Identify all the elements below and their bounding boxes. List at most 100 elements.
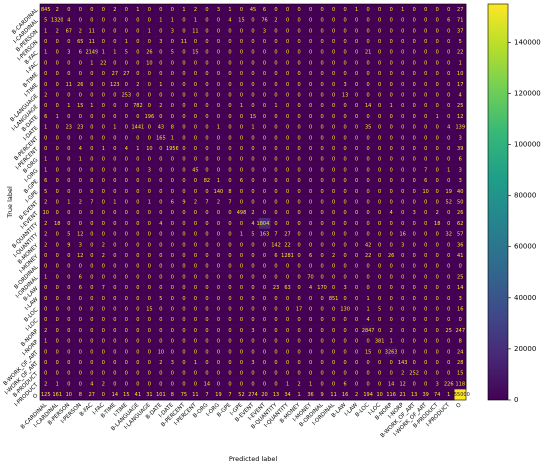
- cell-label: 0: [424, 18, 427, 24]
- cell-label: 0: [424, 92, 427, 98]
- cell-label: 6: [424, 178, 427, 184]
- cell: [431, 196, 444, 208]
- cell-label: 0: [56, 296, 59, 302]
- cell: [270, 389, 283, 401]
- cell: [109, 367, 121, 379]
- cell: [155, 175, 167, 187]
- cell: [224, 207, 237, 219]
- cell-label: 0: [194, 232, 197, 238]
- cell-label: 0: [378, 178, 381, 184]
- cell: [155, 218, 167, 230]
- cell: [396, 378, 409, 390]
- cell-label: 0: [274, 167, 277, 173]
- cell-label: 0: [274, 296, 277, 302]
- cell-label: 0: [413, 264, 416, 270]
- cell-label: 0: [355, 135, 358, 141]
- cell: [155, 335, 167, 347]
- cell: [396, 271, 409, 283]
- cell-label: 0: [424, 328, 427, 334]
- cell: [132, 271, 144, 283]
- cell: [316, 292, 329, 304]
- cell: [212, 185, 225, 197]
- cell-label: 11: [89, 39, 95, 45]
- cell: [201, 325, 214, 337]
- cell: [442, 164, 455, 176]
- cell-label: 12: [77, 253, 83, 259]
- cell: [178, 196, 190, 208]
- cell-label: 0: [344, 103, 347, 109]
- cell-label: 0: [344, 28, 347, 34]
- cell-label: 74: [434, 392, 440, 398]
- cell: [293, 14, 306, 26]
- cell: [143, 292, 156, 304]
- cell: [339, 239, 352, 251]
- cell: [304, 239, 317, 251]
- cell: [189, 89, 202, 101]
- cell: [178, 185, 190, 197]
- cell: [419, 271, 432, 283]
- cell: [408, 239, 421, 251]
- cell: [327, 68, 340, 80]
- cell: [293, 153, 306, 165]
- cell: [143, 25, 156, 37]
- cell: [97, 36, 110, 48]
- cell: [454, 357, 467, 369]
- cell-label: 1: [447, 167, 450, 173]
- cell: [293, 143, 306, 155]
- cell-label: 9: [67, 242, 70, 248]
- cell-label: 0: [447, 82, 450, 88]
- cell-label: 0: [228, 103, 231, 109]
- cell: [293, 111, 306, 123]
- cell: [132, 250, 144, 262]
- cell-label: 0: [401, 146, 404, 152]
- cell: [281, 367, 294, 379]
- cell: [189, 303, 202, 315]
- cell-label: 0: [90, 18, 93, 24]
- cell: [408, 282, 421, 294]
- cell: [431, 250, 444, 262]
- cell-label: 0: [171, 189, 174, 195]
- cell-label: 0: [320, 371, 323, 377]
- cell: [396, 100, 409, 112]
- cell-label: 11: [192, 28, 198, 34]
- cell-label: 0: [194, 264, 197, 270]
- cell-label: 0: [125, 200, 128, 206]
- cell-label: 0: [182, 125, 185, 131]
- cell-label: 0: [67, 210, 70, 216]
- cell: [270, 228, 283, 240]
- cell-label: 0: [90, 92, 93, 98]
- cell: [97, 196, 110, 208]
- cell-label: 0: [205, 253, 208, 259]
- cell: [178, 78, 190, 90]
- cell-label: 0: [136, 135, 139, 141]
- cell: [155, 68, 167, 80]
- cell-label: 0: [79, 189, 82, 195]
- cell-label: 0: [136, 307, 139, 313]
- cell-label: 0: [274, 178, 277, 184]
- cell-label: 6: [79, 274, 82, 280]
- cell-label: 0: [378, 157, 381, 163]
- cell: [362, 57, 375, 69]
- cell: [212, 260, 225, 272]
- cell: [132, 153, 144, 165]
- cell: [132, 325, 144, 337]
- cell-label: 0: [332, 189, 335, 195]
- cell: [454, 185, 467, 197]
- cell-label: 0: [263, 103, 266, 109]
- cell: [408, 378, 421, 390]
- cell: [442, 389, 455, 401]
- cell: [247, 303, 260, 315]
- cell: [316, 100, 329, 112]
- cell-label: 0: [297, 210, 300, 216]
- cell: [442, 143, 455, 155]
- cell: [350, 196, 363, 208]
- cell: [40, 46, 52, 58]
- cell-label: 0: [413, 103, 416, 109]
- cell-label: 0: [182, 328, 185, 334]
- cell: [316, 218, 329, 230]
- cell: [178, 239, 190, 251]
- cell: [304, 335, 317, 347]
- cell: [235, 111, 248, 123]
- cell: [224, 389, 237, 401]
- cell: [189, 100, 202, 112]
